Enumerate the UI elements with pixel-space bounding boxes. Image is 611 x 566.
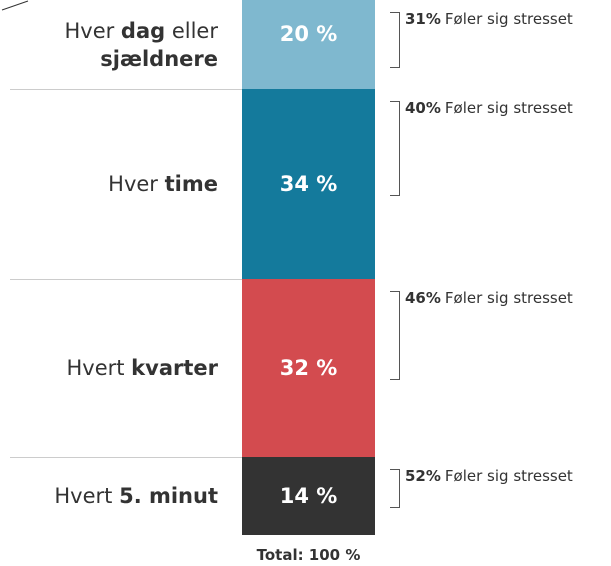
category-line: Hver time <box>108 170 218 198</box>
category-label: Hvert kvarter <box>66 354 218 382</box>
category-text: dag <box>120 18 166 43</box>
separator-line <box>10 89 375 91</box>
category-text: Hvert <box>54 484 120 508</box>
value-label: 32 % <box>279 355 338 380</box>
category-label: Hver time <box>108 170 218 198</box>
category-text: Hver <box>64 18 121 43</box>
stressed-text: Føler sig stresset <box>444 288 573 307</box>
bar-segment <box>242 0 375 90</box>
value-label: 14 % <box>279 484 338 508</box>
stressed-annotation: 40% Føler sig stresset <box>405 99 573 117</box>
bracket <box>390 290 400 380</box>
category-text: kvarter <box>131 355 218 380</box>
category-line: Hvert kvarter <box>66 354 218 382</box>
value-label: 34 % <box>279 172 338 197</box>
stressed-annotation: 31% Føler sig stresset <box>405 10 573 28</box>
bracket <box>390 101 400 197</box>
separator-line <box>10 457 375 459</box>
category-line: Hver dag eller <box>64 17 218 45</box>
bracket <box>390 469 400 508</box>
category-text: Hver <box>108 172 165 197</box>
category-text: eller <box>165 18 218 43</box>
stressed-annotation: 52% Føler sig stresset <box>405 467 573 485</box>
stressed-text: Føler sig stresset <box>444 10 573 28</box>
stressed-text: Føler sig stresset <box>444 467 573 486</box>
category-text: time <box>164 172 218 197</box>
category-label: Hvert 5. minut <box>54 482 218 510</box>
category-text: 5. minut <box>119 484 218 508</box>
stressed-text: Føler sig stresset <box>444 99 573 118</box>
stressed-value: 40% <box>405 99 441 118</box>
bar-segment <box>242 89 375 279</box>
stressed-value: 52% <box>405 467 441 486</box>
bar-segment <box>242 457 375 535</box>
stressed-annotation: 46% Føler sig stresset <box>405 289 573 307</box>
category-text: Hvert <box>66 355 132 380</box>
category-label: Hver dag eller sjældnere <box>64 17 218 73</box>
category-line: Hvert 5. minut <box>54 482 218 510</box>
total-label: Total: 100 % <box>256 546 361 564</box>
value-label: 20 % <box>279 21 338 46</box>
category-line: sjældnere <box>64 45 218 73</box>
arrow-decoration <box>1 0 29 11</box>
stressed-value: 31% <box>405 10 441 28</box>
bar-segment <box>242 278 375 457</box>
category-text: sjældnere <box>100 46 218 71</box>
separator-line <box>10 278 375 280</box>
bracket <box>390 12 400 68</box>
stressed-value: 46% <box>405 288 441 307</box>
